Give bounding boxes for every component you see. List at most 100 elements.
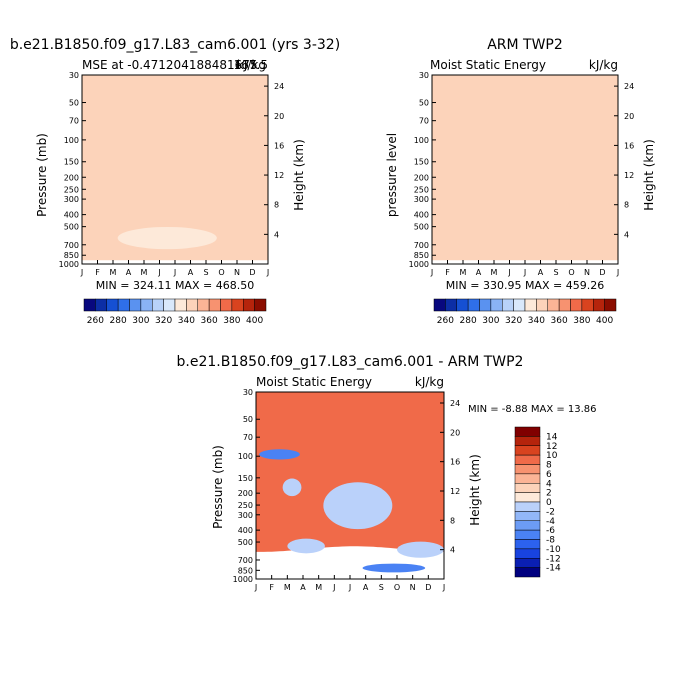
colorbar-label: -4 <box>546 517 555 527</box>
colorbar-box <box>514 501 541 512</box>
x-tick-label: O <box>218 268 224 277</box>
y-tick-label: 30 <box>243 388 253 397</box>
panel-model-right-label-overlap: 167.5 <box>234 58 268 72</box>
x-tick-label: J <box>348 583 351 592</box>
colorbar-box <box>433 298 446 312</box>
y2-tick-label: 4 <box>274 230 279 239</box>
colorbar-box <box>604 298 617 312</box>
colorbar-box <box>456 298 469 312</box>
colorbar-label: 14 <box>546 432 558 442</box>
x-tick-label: F <box>95 268 100 277</box>
colorbar-label: 360 <box>201 316 218 326</box>
panel-diff-plot: J F M A M J J A S O N D J305070100150200250300400500… <box>233 388 461 592</box>
y-tick-label: 250 <box>414 185 429 194</box>
colorbar-label: 8 <box>546 461 552 471</box>
y-tick-label: 70 <box>243 433 253 442</box>
y2-tick-label: 8 <box>624 201 629 210</box>
colorbar-box <box>514 473 541 484</box>
y2-tick-label: 8 <box>274 201 279 210</box>
colorbar-box <box>514 511 541 521</box>
y-tick-label: 50 <box>419 99 429 108</box>
colorbar-box <box>514 436 541 446</box>
panel-obs-colorbar: 260 280 300 320 340 360 380 400 <box>433 298 617 326</box>
panel-diff-ylabel-right: Height (km) <box>468 454 482 525</box>
panel-model-title: b.e21.B1850.f09_g17.L83_cam6.001 (yrs 3-… <box>10 37 340 53</box>
y-tick-label: 100 <box>64 136 79 145</box>
panel-obs-left-label: Moist Static Energy <box>430 58 546 72</box>
x-tick-label: J <box>332 583 335 592</box>
x-tick-label: J <box>173 268 176 277</box>
y-tick-label: 700 <box>414 241 429 250</box>
colorbar-label: 360 <box>551 316 568 326</box>
y-tick-label: 250 <box>64 185 79 194</box>
x-tick-label: M <box>491 268 498 277</box>
x-tick-label: J <box>507 268 510 277</box>
x-tick-label: J <box>254 583 257 592</box>
y2-tick-label: 20 <box>624 112 634 121</box>
panel-model: b.e21.B1850.f09_g17.L83_cam6.001 (yrs 3-… <box>10 37 340 326</box>
y-tick-label: 850 <box>238 566 253 575</box>
y2-tick-label: 12 <box>274 171 284 180</box>
x-tick-label: J <box>442 583 445 592</box>
colorbar-box <box>514 548 541 559</box>
colorbar-box <box>208 298 221 312</box>
panel-model-stats: MIN = 324.11 MAX = 468.50 <box>96 279 254 292</box>
colorbar-label: 380 <box>573 316 590 326</box>
y2-tick-label: 12 <box>624 171 634 180</box>
colorbar-box <box>186 298 198 312</box>
colorbar-box <box>243 298 255 312</box>
panel-model-ylabel-right: Height (km) <box>292 139 306 210</box>
y2-tick-label: 4 <box>450 546 455 555</box>
y-tick-label: 1000 <box>409 260 429 269</box>
colorbar-label: 12 <box>546 442 557 452</box>
contour-blob <box>282 478 302 497</box>
x-tick-label: A <box>188 268 194 277</box>
x-tick-label: M <box>110 268 117 277</box>
colorbar-box <box>231 298 244 312</box>
colorbar-box <box>467 298 480 312</box>
panel-model-left-label: MSE at -0.471204188481675 <box>82 58 258 72</box>
panel-obs-stats: MIN = 330.95 MAX = 459.26 <box>446 279 604 292</box>
colorbar-box <box>514 426 541 437</box>
x-tick-label: D <box>599 268 605 277</box>
colorbar-label: 280 <box>460 316 477 326</box>
panel-obs-title: ARM TWP2 <box>487 37 563 53</box>
colorbar-box <box>514 492 541 503</box>
colorbar-label: -6 <box>546 526 555 536</box>
colorbar-label: 340 <box>528 316 545 326</box>
colorbar-label: 400 <box>246 316 263 326</box>
colorbar-box <box>514 558 541 568</box>
contour-field <box>82 75 268 261</box>
y-tick-label: 300 <box>64 195 79 204</box>
x-tick-label: M <box>284 583 291 592</box>
x-tick-label: O <box>568 268 574 277</box>
y-tick-label: 30 <box>69 71 79 80</box>
contour-field <box>432 75 618 261</box>
colorbar-label: -2 <box>546 507 555 517</box>
y-tick-label: 150 <box>64 158 79 167</box>
x-tick-label: A <box>363 583 369 592</box>
colorbar-box <box>95 298 107 312</box>
colorbar-box <box>514 454 541 465</box>
y-tick-label: 850 <box>64 251 79 260</box>
x-tick-label: M <box>141 268 148 277</box>
colorbar-label: 300 <box>482 316 499 326</box>
x-tick-label: M <box>460 268 467 277</box>
colorbar-box <box>514 567 541 578</box>
y-tick-label: 250 <box>238 501 253 510</box>
y-tick-label: 400 <box>238 526 253 535</box>
y-tick-label: 1000 <box>233 575 253 584</box>
colorbar-box <box>547 298 560 312</box>
colorbar-label: 320 <box>505 316 522 326</box>
y-tick-label: 300 <box>414 195 429 204</box>
x-tick-label: A <box>476 268 482 277</box>
colorbar-box <box>513 298 526 312</box>
x-tick-label: S <box>203 268 208 277</box>
y-tick-label: 100 <box>414 136 429 145</box>
x-tick-label: M <box>315 583 322 592</box>
panel-model-colorbar: 260 280 300 320 340 360 380 400 <box>83 298 267 326</box>
x-tick-label: J <box>266 268 269 277</box>
panel-diff-title: b.e21.B1850.f09_g17.L83_cam6.001 - ARM T… <box>177 354 524 370</box>
x-tick-label: J <box>157 268 160 277</box>
